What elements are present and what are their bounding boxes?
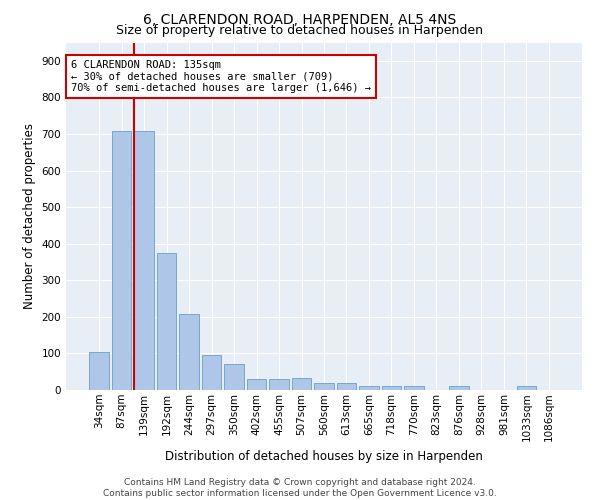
Bar [382,386,401,390]
Bar [179,314,199,390]
Bar [517,386,536,390]
Text: Size of property relative to detached houses in Harpenden: Size of property relative to detached ho… [116,24,484,37]
Text: 6 CLARENDON ROAD: 135sqm
← 30% of detached houses are smaller (709)
70% of semi-: 6 CLARENDON ROAD: 135sqm ← 30% of detach… [71,60,371,93]
Y-axis label: Number of detached properties: Number of detached properties [23,123,36,309]
Bar [112,132,131,390]
Bar [359,386,379,390]
Bar [314,382,334,390]
Bar [269,379,289,390]
Bar [337,382,356,390]
Bar [134,132,154,390]
Bar [89,352,109,390]
Bar [224,364,244,390]
Bar [404,386,424,390]
Text: 6, CLARENDON ROAD, HARPENDEN, AL5 4NS: 6, CLARENDON ROAD, HARPENDEN, AL5 4NS [143,12,457,26]
Text: Contains HM Land Registry data © Crown copyright and database right 2024.
Contai: Contains HM Land Registry data © Crown c… [103,478,497,498]
Bar [202,355,221,390]
Bar [157,253,176,390]
Bar [247,379,266,390]
X-axis label: Distribution of detached houses by size in Harpenden: Distribution of detached houses by size … [165,450,483,462]
Bar [449,386,469,390]
Bar [292,378,311,390]
